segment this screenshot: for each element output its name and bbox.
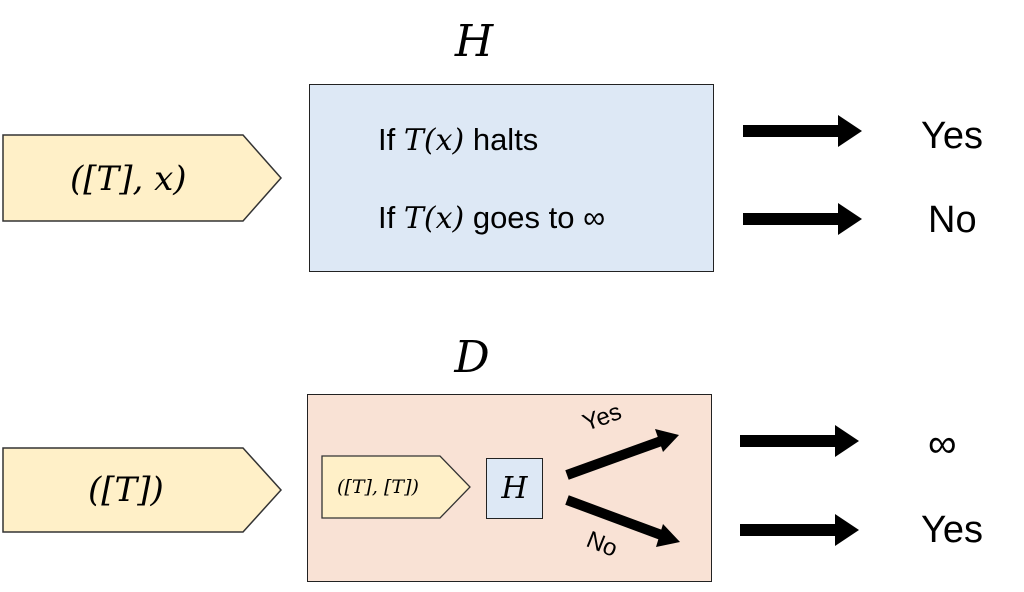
condition-loops-prefix: If [378,200,396,235]
arrow-yes-bottom [740,514,859,546]
output-no-top: No [928,199,977,241]
output-yes-bottom: Yes [921,509,983,551]
arrow-infinity-bottom [740,425,859,457]
output-infinity-bottom: ∞ [928,422,957,466]
output-yes-top: Yes [921,115,983,157]
condition-halts: If T(x) halts [378,124,538,156]
input-label-top: ([T], x) [70,159,187,199]
machine-d-title: D [454,332,490,383]
inner-machine-h: H [486,458,543,519]
machine-h-title: H [454,16,494,67]
condition-loops: If T(x) goes to ∞ [378,202,605,234]
condition-loops-math: T(x) [403,201,465,236]
branch-arrow-no [565,495,666,541]
condition-halts-math: T(x) [403,123,465,158]
machine-h-box [309,84,714,272]
condition-halts-prefix: If [378,122,396,157]
branch-arrow-yes [565,435,666,480]
inner-input-label: ([T], [T]) [337,476,419,498]
condition-loops-suffix: goes to ∞ [472,200,606,235]
condition-halts-suffix: halts [472,122,539,157]
input-label-bottom: ([T]) [88,470,164,510]
arrow-yes-top [743,115,862,147]
arrow-no-top [743,203,862,235]
